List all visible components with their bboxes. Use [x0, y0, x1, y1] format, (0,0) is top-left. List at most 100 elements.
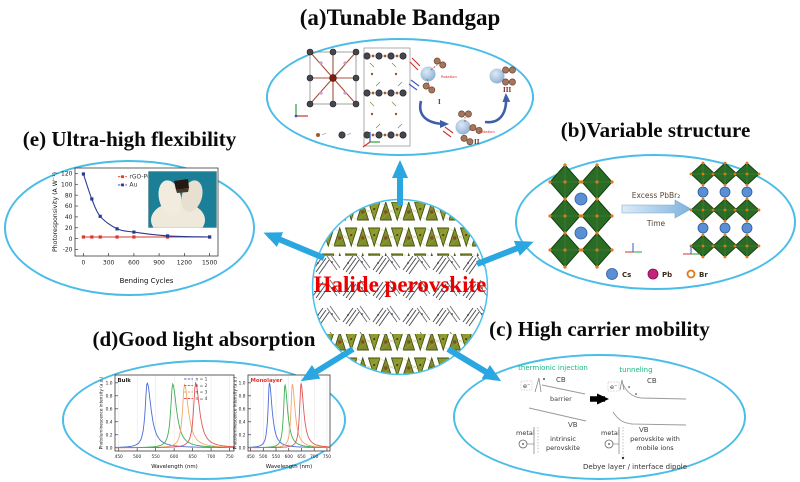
- svg-text:0.8: 0.8: [239, 393, 246, 399]
- svg-text:Photoresponsivity (A W⁻¹): Photoresponsivity (A W⁻¹): [52, 172, 59, 252]
- svg-text:rGO-P60: rGO-P60: [129, 174, 155, 181]
- svg-text:0.8: 0.8: [106, 393, 113, 399]
- reaction-condition-bottom: Time: [646, 219, 666, 228]
- svg-text:Bulk: Bulk: [118, 378, 132, 384]
- svg-text:Bending Cycles: Bending Cycles: [120, 277, 174, 285]
- svg-text:n = 1: n = 1: [196, 376, 208, 382]
- cb-label-left: CB: [556, 376, 566, 384]
- svg-text:Photoluminescence intensity (a: Photoluminescence intensity (a.u.): [233, 376, 238, 449]
- svg-text:600: 600: [170, 454, 178, 460]
- svg-text:-20: -20: [63, 247, 73, 254]
- legend-pb-label: Pb: [662, 271, 672, 279]
- reaction-condition-top: Excess PbBr₂: [632, 191, 681, 200]
- svg-text:0: 0: [81, 260, 85, 267]
- svg-text:Wavelength (nm): Wavelength (nm): [266, 464, 313, 470]
- material-right-line2: mobile ions: [636, 444, 674, 452]
- svg-text:Wavelength (nm): Wavelength (nm): [151, 464, 198, 470]
- svg-text:0.4: 0.4: [106, 419, 113, 425]
- layered-crystal: [689, 161, 761, 259]
- flex-device-photo: [148, 171, 217, 228]
- material-left-line2: perovskite: [546, 444, 580, 452]
- svg-text:500: 500: [133, 454, 141, 460]
- rotation-label-1: Rotation: [441, 74, 457, 79]
- octahedra-crystal-3d: [547, 162, 615, 270]
- svg-text:Au: Au: [129, 182, 137, 189]
- molecule-stage-1: I Rotation: [408, 56, 457, 106]
- electron-label-right: e⁻: [610, 383, 617, 391]
- stage-3-label: III: [503, 86, 511, 94]
- svg-text:750: 750: [225, 454, 233, 460]
- axis-triad-icon-2: [362, 132, 380, 148]
- stage-arrow-1-2: [418, 100, 449, 128]
- svg-text:0.2: 0.2: [239, 432, 246, 438]
- svg-text:n = 3: n = 3: [196, 389, 208, 395]
- svg-text:550: 550: [152, 454, 160, 460]
- svg-text:0.2: 0.2: [106, 432, 113, 438]
- center-label: Halide perovskite: [313, 272, 487, 297]
- atom-key: [316, 131, 352, 139]
- cb-label-right: CB: [647, 377, 657, 385]
- svg-text:600: 600: [285, 454, 293, 460]
- material-right-line1: perovskite with: [630, 435, 680, 443]
- stage-2-label: II: [474, 138, 480, 146]
- panel-c-title: (c) High carrier mobility: [489, 317, 710, 341]
- svg-text:80: 80: [65, 192, 73, 199]
- band-diagram-right: tunneling e⁻ CB VB metal perovskite with…: [601, 366, 687, 460]
- metal-label-right: metal: [601, 429, 620, 437]
- stage-1-label: I: [438, 98, 441, 106]
- svg-text:450: 450: [115, 454, 123, 460]
- axis-triad-icon: [625, 243, 700, 255]
- vb-label-right: VB: [639, 426, 649, 434]
- svg-text:1200: 1200: [177, 260, 192, 267]
- svg-text:Monolayer: Monolayer: [251, 378, 283, 384]
- svg-text:0.6: 0.6: [239, 406, 246, 412]
- svg-text:n = 2: n = 2: [196, 383, 208, 389]
- crystal-unit-cell: [306, 48, 360, 108]
- svg-text:n = 4: n = 4: [196, 396, 208, 402]
- reaction-arrow: Excess PbBr₂ Time: [621, 191, 692, 228]
- svg-text:300: 300: [103, 260, 115, 267]
- panel-e-title: (e) Ultra-high flexibility: [22, 127, 237, 151]
- band-diagram-left: thermionic injection e⁻ CB barrier VB me…: [516, 364, 588, 454]
- panel-c-illustration: thermionic injection e⁻ CB barrier VB me…: [516, 364, 687, 471]
- rotation-label-2: Rotation: [479, 129, 495, 134]
- svg-text:120: 120: [61, 171, 73, 178]
- svg-text:60: 60: [65, 203, 73, 210]
- svg-text:1.0: 1.0: [239, 380, 246, 386]
- svg-text:650: 650: [297, 454, 305, 460]
- svg-text:100: 100: [61, 181, 73, 188]
- svg-text:500: 500: [259, 454, 267, 460]
- molecule-stage-2: II Rotation: [442, 110, 495, 147]
- svg-text:0.0: 0.0: [106, 445, 113, 451]
- svg-text:550: 550: [272, 454, 280, 460]
- svg-text:700: 700: [207, 454, 215, 460]
- svg-text:750: 750: [323, 454, 331, 460]
- svg-text:0.0: 0.0: [239, 445, 246, 451]
- svg-text:450: 450: [246, 454, 254, 460]
- panel-a-illustration: I Rotation II Rotation III: [294, 47, 516, 148]
- molecule-stage-3: III: [489, 66, 516, 94]
- panel-a-title: (a)Tunable Bandgap: [299, 5, 501, 30]
- legend-cs-label: Cs: [622, 271, 631, 279]
- stage-arrow-2-3: [484, 93, 511, 124]
- mechanism-label-right: tunneling: [619, 366, 652, 374]
- crystal-lattice: [363, 47, 411, 147]
- svg-text:900: 900: [153, 260, 165, 267]
- svg-text:1.0: 1.0: [106, 380, 113, 386]
- barrier-label: barrier: [550, 395, 572, 403]
- svg-text:650: 650: [189, 454, 197, 460]
- svg-text:40: 40: [65, 214, 73, 221]
- svg-text:0.6: 0.6: [106, 406, 113, 412]
- svg-text:Photoluminescence intensity (a: Photoluminescence intensity (a.u.): [99, 376, 104, 449]
- mechanism-label-left: thermionic injection: [518, 364, 588, 372]
- svg-text:600: 600: [128, 260, 140, 267]
- pl-bulk-chart: 450 500 550 600 650 700 750 0.0 0.2 0.4 0.6 0.8 1.0 W…: [99, 374, 235, 470]
- axis-triad-icon: [294, 104, 308, 118]
- debye-caption: Debye layer / interface dipole: [583, 463, 687, 471]
- svg-text:1500: 1500: [202, 260, 217, 267]
- pl-monolayer-chart: 450 500 550 600 650 700 750 0.0 0.2 0.4 0.6 0.8 1.0 W…: [233, 374, 331, 470]
- vb-label-left: VB: [568, 421, 578, 429]
- svg-text:20: 20: [65, 225, 73, 232]
- metal-label-left: metal: [516, 429, 535, 437]
